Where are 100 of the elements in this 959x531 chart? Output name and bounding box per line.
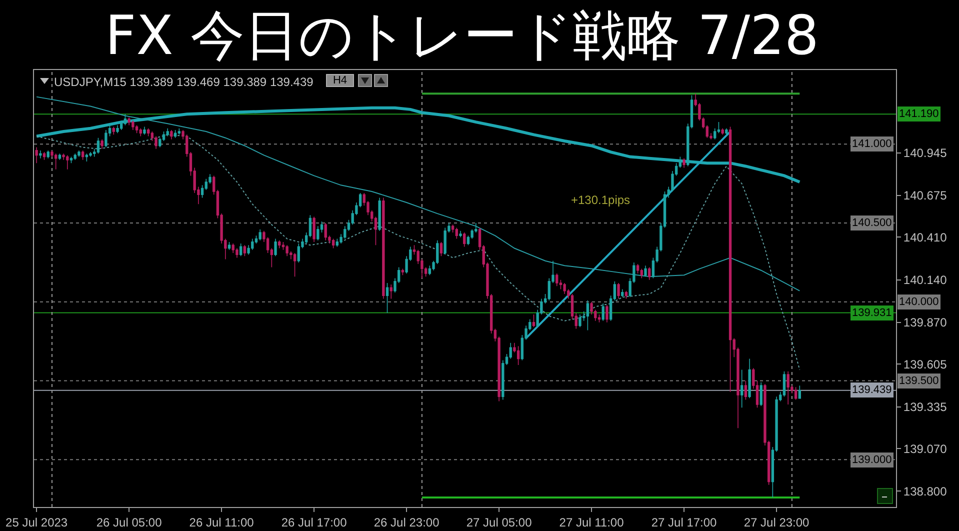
- candlestick: [316, 226, 320, 241]
- candlestick: [794, 386, 798, 400]
- candlestick: [444, 227, 446, 255]
- candlestick: [640, 268, 643, 279]
- candlestick: [798, 385, 801, 399]
- candlestick: [586, 300, 590, 331]
- x-tick-label: 27 Jul 23:00: [744, 515, 810, 530]
- candlestick: [54, 153, 58, 170]
- x-tick-label: 26 Jul 11:00: [189, 515, 254, 530]
- text: USDJPY,M15 139.389 139.469 139.389 139.439: [54, 75, 314, 89]
- candlestick: [42, 152, 46, 160]
- candlestick: [336, 238, 339, 248]
- candlestick: [258, 228, 262, 241]
- y-tick-label: 140.410: [903, 230, 948, 244]
- candlestick: [728, 126, 732, 392]
- candlestick: [516, 346, 520, 366]
- ref-line-label: 140.500: [852, 217, 892, 229]
- candlestick: [78, 150, 80, 158]
- ref-line-label: 139.000: [852, 454, 892, 466]
- candlestick: [124, 114, 127, 126]
- candlestick: [744, 380, 748, 400]
- candlestick: [58, 153, 62, 160]
- candlestick: [648, 266, 651, 280]
- candlestick: [286, 244, 288, 257]
- ref-line-label: 141.000: [852, 138, 892, 150]
- candlestick: [297, 243, 300, 263]
- candlestick: [178, 128, 181, 136]
- candlestick: [251, 238, 254, 250]
- ref-line-label: 140.000: [899, 296, 939, 308]
- y-tick-label: 139.335: [903, 400, 948, 414]
- candlestick: [390, 284, 392, 300]
- y-tick-label: 140.675: [903, 188, 948, 203]
- candlestick: [143, 126, 146, 136]
- x-tick-label: 25 Jul 2023: [6, 515, 68, 530]
- y-tick-label: 138.800: [903, 484, 948, 498]
- candlestick: [378, 197, 381, 232]
- candlestick: [239, 243, 242, 257]
- candlestick: [228, 242, 231, 250]
- candlestick: [170, 130, 173, 140]
- candlestick: [428, 265, 432, 276]
- candlestick: [139, 128, 142, 137]
- candlestick: [760, 382, 762, 406]
- candlestick: [725, 128, 728, 136]
- candlestick: [70, 156, 73, 164]
- x-tick-label: 27 Jul 05:00: [466, 515, 532, 530]
- line-series: [36, 134, 800, 370]
- candlestick: [100, 139, 104, 150]
- candlestick: [644, 265, 647, 278]
- candlestick: [166, 128, 169, 137]
- candlestick: [312, 216, 316, 242]
- candlestick: [602, 303, 604, 322]
- candlestick: [463, 232, 466, 248]
- annotation: +130.1pips: [571, 193, 630, 207]
- candlestick: [132, 120, 134, 130]
- candlestick: [624, 290, 628, 300]
- candlestick: [455, 227, 458, 240]
- candlestick: [682, 158, 686, 168]
- candlestick: [274, 238, 277, 257]
- candlestick: [146, 128, 150, 137]
- candlestick: [606, 304, 608, 323]
- candlestick: [401, 268, 404, 276]
- candlestick: [617, 282, 620, 300]
- candlestick: [96, 137, 100, 154]
- candlestick: [236, 248, 238, 258]
- ref-line-label: 139.439: [852, 384, 892, 396]
- candlestick: [116, 124, 119, 134]
- candlestick: [174, 130, 177, 138]
- x-tick-label: 27 Jul 11:00: [559, 515, 624, 530]
- candlestick: [128, 116, 130, 126]
- candlestick: [382, 197, 385, 300]
- candlestick: [293, 252, 296, 278]
- y-tick-label: 140.140: [903, 273, 948, 288]
- candlestick: [578, 314, 582, 328]
- x-tick-label: 27 Jul 17:00: [651, 515, 718, 530]
- candlestick: [89, 152, 92, 158]
- candlestick: [35, 146, 38, 164]
- candlestick: [243, 244, 246, 257]
- ref-line-label: 139.500: [899, 375, 939, 387]
- x-tick-label: 26 Jul 17:00: [281, 515, 348, 530]
- candlestick: [112, 126, 115, 136]
- x-tick-label: 26 Jul 05:00: [96, 515, 162, 530]
- x-tick-label: 26 Jul 23:00: [374, 515, 440, 530]
- candlestick: [386, 282, 389, 314]
- candlestick: [74, 153, 76, 160]
- candlestick: [740, 369, 744, 408]
- y-tick-label: 139.605: [903, 357, 948, 372]
- chart-title: FX 今日のトレード戦略 7/28: [105, 4, 819, 67]
- candlestick: [81, 150, 84, 160]
- candlestick: [721, 128, 724, 136]
- candlestick: [621, 288, 624, 298]
- candlestick: [459, 230, 462, 238]
- candlestick: [532, 314, 536, 328]
- y-tick-label: 139.070: [903, 442, 948, 456]
- ref-line-label: 139.931: [852, 307, 892, 319]
- ref-line-label: 141.190: [899, 108, 939, 120]
- annotation: H4: [332, 74, 348, 86]
- candlestick: [154, 136, 158, 150]
- y-tick-label: 139.870: [903, 316, 948, 330]
- candlestick: [39, 150, 42, 159]
- candlestick: [556, 273, 558, 287]
